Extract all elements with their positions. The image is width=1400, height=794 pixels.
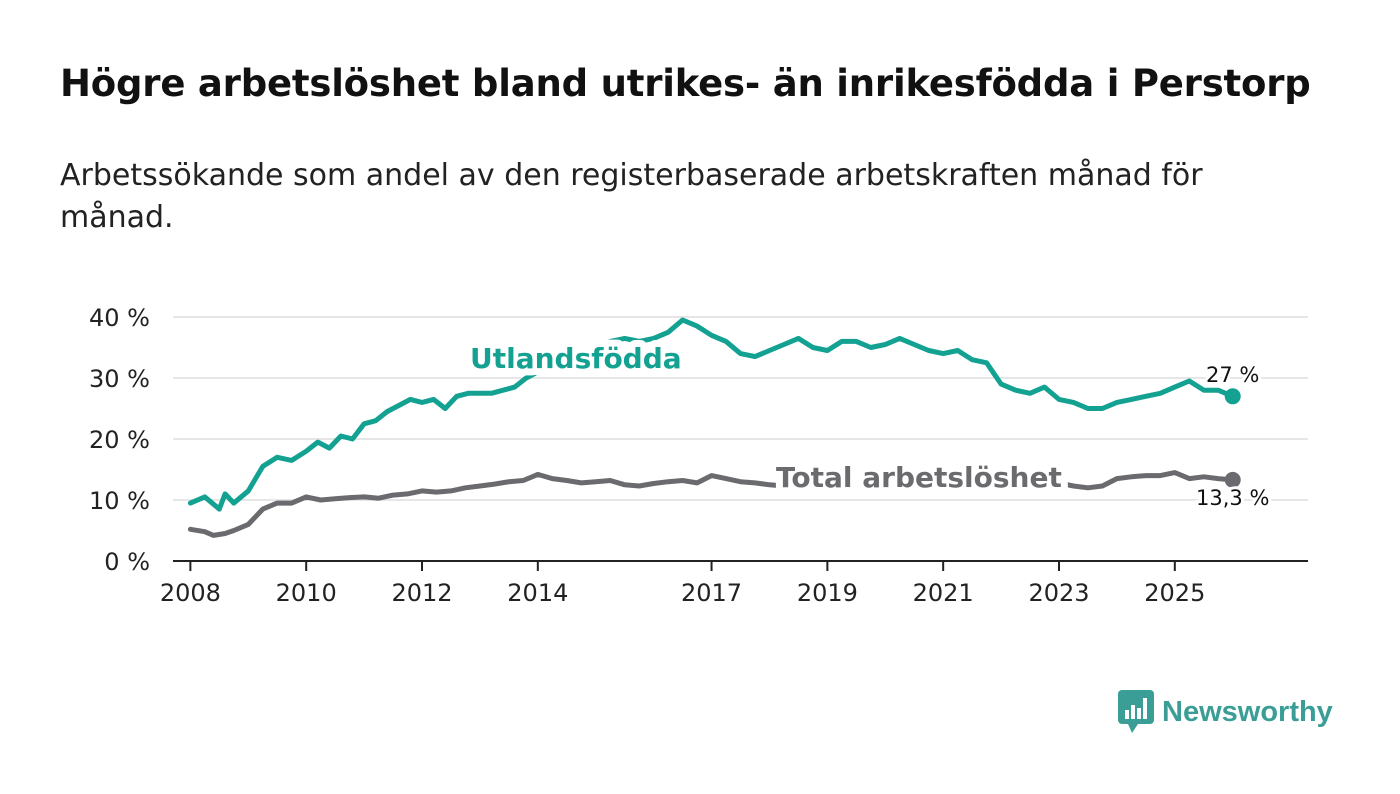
x-tick-label: 2021 — [913, 579, 974, 607]
brand-name: Newsworthy — [1162, 695, 1333, 728]
series-line-total-arbetsloshet — [187, 470, 1236, 538]
brand[interactable]: Newsworthy — [1118, 690, 1333, 734]
x-tick-label: 2023 — [1028, 579, 1089, 607]
end-point-total-arbetsloshet — [1224, 471, 1241, 488]
x-tick-label: 2019 — [797, 579, 858, 607]
end-label-total-arbetsloshet: 13,3 % — [1196, 486, 1269, 510]
series-label-total-arbetsloshet: Total arbetslöshet — [776, 461, 1062, 494]
chart-title: Högre arbetslöshet bland utrikes- än inr… — [60, 62, 1311, 105]
chart-subtitle: Arbetssökande som andel av den registerb… — [60, 158, 1203, 235]
x-tick-label: 2012 — [391, 579, 452, 607]
series-line-utlandsfodda — [187, 317, 1236, 512]
x-tick-label: 2014 — [507, 579, 568, 607]
y-tick-label: 40 % — [89, 304, 150, 332]
x-tick-label: 2017 — [681, 579, 742, 607]
y-tick-label: 30 % — [89, 365, 150, 393]
newsworthy-logo-icon — [1118, 690, 1154, 733]
end-label-utlandsfodda: 27 % — [1206, 363, 1259, 387]
series-label-utlandsfodda: Utlandsfödda — [470, 342, 682, 375]
x-tick-label: 2008 — [160, 579, 221, 607]
x-tick-label: 2010 — [276, 579, 337, 607]
end-point-utlandsfodda — [1224, 388, 1241, 405]
y-tick-label: 0 % — [104, 548, 150, 576]
x-tick-label: 2025 — [1144, 579, 1205, 607]
y-tick-label: 20 % — [89, 426, 150, 454]
y-tick-label: 10 % — [89, 487, 150, 515]
